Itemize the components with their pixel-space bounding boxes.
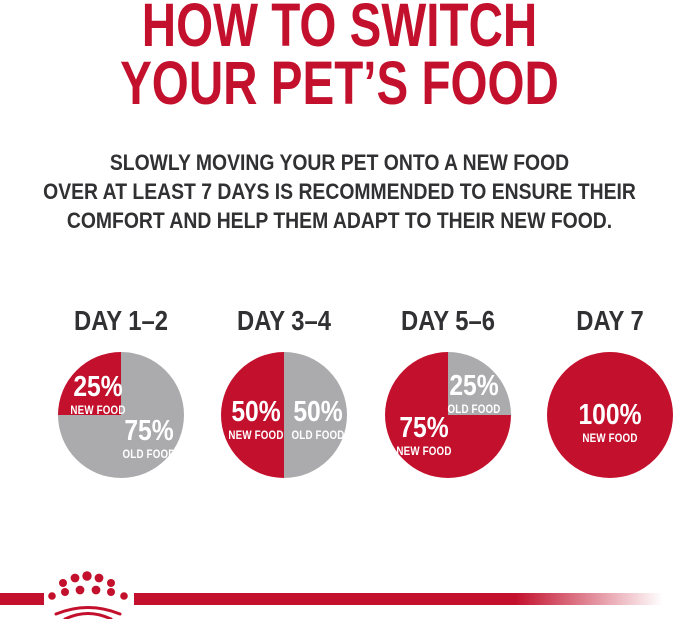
slice-name: NEW FOOD [228, 429, 284, 442]
pie-chart-day-1-2: 25% NEW FOOD 75% OLD FOOD [58, 352, 184, 478]
slice-name: OLD FOOD [447, 403, 501, 416]
chart-title-day-3-4: DAY 3–4 [237, 305, 331, 336]
slice-percent: 75% [124, 414, 174, 447]
pie-chart-day-7: 100% NEW FOOD [547, 352, 673, 478]
chart-day-5-6: DAY 5–6 25% OLD FOOD 75% NEW FOOD [363, 306, 533, 478]
footer-rule-right [134, 593, 679, 605]
slice-name: NEW FOOD [70, 404, 126, 417]
title-line-1: HOW TO SWITCH [141, 0, 538, 59]
intro-line-1: SLOWLY MOVING YOUR PET ONTO A NEW FOOD [109, 150, 570, 175]
footer-rule-left [0, 593, 44, 605]
intro-line-3: COMFORT AND HELP THEM ADAPT TO THEIR NEW… [66, 208, 613, 233]
title-line-2: YOUR PET’S FOOD [120, 49, 559, 117]
slice-label-new-food: 75% NEW FOOD [396, 414, 451, 459]
slice-name: OLD FOOD [122, 448, 176, 461]
royal-canin-crown-icon [48, 571, 128, 619]
chart-title-day-1-2: DAY 1–2 [74, 305, 168, 336]
slice-label-new-food: 100% NEW FOOD [578, 400, 641, 445]
chart-title-day-7: DAY 7 [576, 305, 644, 336]
slice-name: OLD FOOD [291, 429, 345, 442]
slice-label-old-food: 25% OLD FOOD [448, 371, 501, 416]
slice-label-new-food: 50% NEW FOOD [228, 395, 284, 443]
chart-title-day-5-6: DAY 5–6 [401, 305, 495, 336]
intro-line-2: OVER AT LEAST 7 DAYS IS RECOMMENDED TO E… [43, 179, 636, 204]
slice-label-old-food: 75% OLD FOOD [122, 414, 176, 462]
slice-percent: 75% [399, 412, 449, 445]
slice-label-new-food: 25% NEW FOOD [70, 370, 126, 418]
slice-name: NEW FOOD [582, 432, 638, 445]
chart-day-3-4: DAY 3–4 50% NEW FOOD 50% OLD FOOD [199, 306, 369, 478]
slice-percent: 50% [293, 395, 343, 428]
chart-day-1-2: DAY 1–2 25% NEW FOOD 75% OLD FOOD [36, 306, 206, 478]
slice-percent: 25% [73, 370, 123, 403]
pie-chart-day-3-4: 50% NEW FOOD 50% OLD FOOD [221, 352, 347, 478]
slice-name: NEW FOOD [396, 446, 452, 459]
slice-percent: 100% [578, 398, 642, 431]
slice-percent: 25% [449, 369, 500, 402]
page-title: HOW TO SWITCH YOUR PET’S FOOD [75, 0, 605, 117]
intro-text: SLOWLY MOVING YOUR PET ONTO A NEW FOOD O… [41, 148, 639, 235]
slice-label-old-food: 50% OLD FOOD [291, 395, 345, 443]
slice-percent: 50% [231, 395, 281, 428]
pie-chart-day-5-6: 25% OLD FOOD 75% NEW FOOD [385, 352, 511, 478]
chart-day-7: DAY 7 100% NEW FOOD [525, 306, 679, 478]
